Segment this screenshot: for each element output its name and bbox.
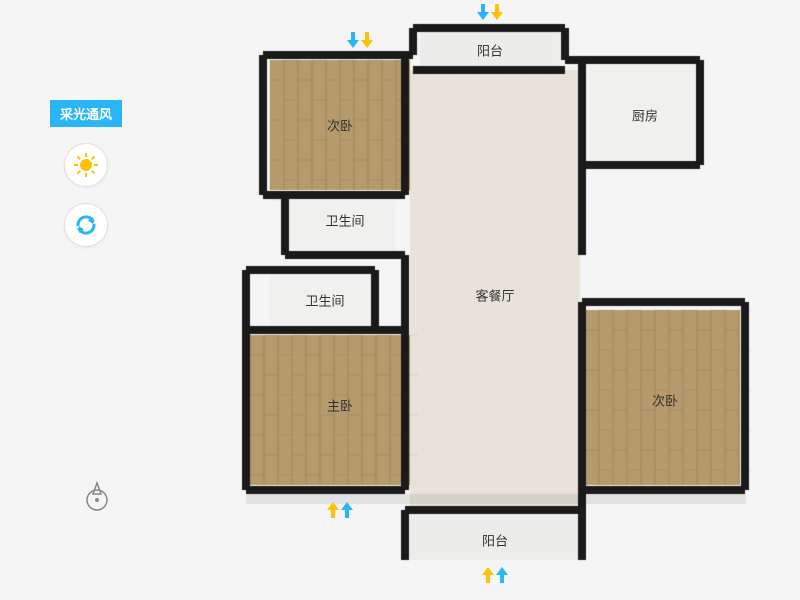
panel-label: 采光通风 (50, 100, 122, 127)
vent-arrow (477, 4, 503, 20)
sun-icon (73, 152, 99, 178)
floorplan-canvas (0, 0, 800, 600)
vent-arrow (347, 32, 373, 48)
vent-arrow (482, 567, 508, 583)
sun-button[interactable] (64, 143, 108, 187)
ventilation-button[interactable] (64, 203, 108, 247)
vent-arrow (327, 502, 353, 518)
side-control-panel: 采光通风 (50, 100, 122, 247)
refresh-icon (74, 213, 98, 237)
compass-icon (80, 480, 114, 514)
